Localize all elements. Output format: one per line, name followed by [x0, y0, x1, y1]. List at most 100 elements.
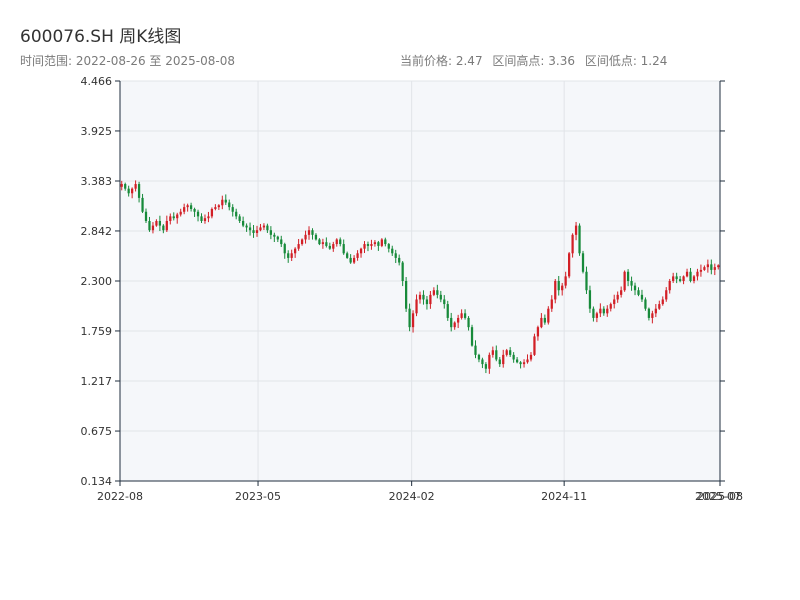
candle-body [717, 265, 720, 268]
y-tick-label: 3.925 [81, 125, 113, 138]
candle-body [276, 236, 279, 240]
date-range-label: 时间范围: 2022-08-26 至 2025-08-08 [20, 54, 235, 68]
candle-body [477, 354, 481, 360]
candle-body [557, 281, 560, 291]
candle-body [162, 225, 165, 231]
candle-body [349, 257, 352, 263]
candle-body [332, 244, 335, 249]
candle-body [370, 244, 373, 246]
candle-body [387, 244, 390, 249]
candle-body [453, 322, 456, 328]
candle-body [429, 294, 432, 305]
candle-body [592, 308, 595, 318]
candle-body [297, 244, 300, 249]
x-tick-label: 2024-11 [541, 490, 587, 503]
candle-body [186, 205, 189, 208]
current-price-label: 当前价格: 2.47 [400, 54, 483, 68]
candle-body [599, 308, 602, 314]
candle-body [328, 245, 331, 249]
candle-body [304, 234, 307, 240]
candle-body [609, 304, 612, 309]
y-ticks: 4.466 3.925 3.383 2.842 2.300 1.759 1.217 0.675… [81, 75, 725, 488]
x-tick-label-overlap: 2025-07 [695, 490, 741, 503]
candle-body [578, 225, 581, 254]
x-tick-label: 2023-05 [235, 490, 281, 503]
candle-body [595, 313, 599, 318]
candle-body [547, 308, 550, 323]
candle-body [633, 285, 637, 291]
candle-body [519, 362, 522, 365]
candle-body [311, 230, 314, 235]
candle-body [193, 208, 196, 212]
x-ticks: 2022-08 2023-05 2024-02 2024-11 2025-082025-… [97, 481, 743, 503]
candle-body [422, 294, 425, 300]
candle-body [498, 359, 501, 365]
candle-body [616, 294, 619, 300]
candle-body [588, 290, 592, 309]
candle-body [259, 227, 262, 231]
candle-body [436, 290, 439, 295]
candle-body [568, 253, 571, 277]
candle-body [290, 253, 293, 258]
page-title: 600076.SH 周K线图 [20, 27, 182, 47]
candle-body [689, 271, 692, 281]
candle-body [446, 304, 449, 318]
candle-body [141, 197, 144, 212]
candle-body [287, 253, 290, 258]
candle-body [571, 234, 574, 254]
candle-body [515, 359, 519, 363]
candle-body [359, 248, 363, 254]
candle-body [335, 239, 338, 245]
y-tick-label: 2.842 [81, 225, 113, 238]
candle-body [536, 327, 540, 337]
candle-body [252, 230, 255, 233]
candle-body [401, 262, 404, 281]
candle-body [623, 271, 626, 291]
candles [120, 180, 720, 374]
candle-body [415, 299, 418, 314]
candle-body [266, 225, 269, 231]
candle-body [148, 220, 151, 231]
candle-body [692, 276, 696, 281]
candle-body [457, 317, 460, 323]
candle-body [668, 281, 671, 291]
candle-body [613, 299, 616, 305]
candle-body [280, 239, 283, 245]
candle-body [706, 264, 709, 268]
y-tick-label: 3.383 [81, 175, 113, 188]
candle-body [214, 207, 217, 209]
candle-body [363, 244, 366, 249]
candle-body [647, 308, 651, 318]
candle-body [672, 276, 675, 281]
candle-body [217, 205, 220, 208]
candle-body [543, 317, 546, 323]
price-stats: 当前价格: 2.47 区间高点: 3.36 区间低点: 1.24 [400, 52, 673, 69]
candle-body [366, 244, 370, 246]
candle-body [228, 202, 231, 208]
candle-body [675, 276, 678, 280]
candle-body [124, 184, 127, 189]
candle-body [307, 230, 311, 235]
x-tick-label: 2025-08 [697, 490, 743, 503]
candle-body [245, 225, 248, 228]
candle-body [703, 267, 706, 270]
candle-body [474, 345, 477, 355]
candle-body [606, 308, 609, 314]
candle-body [377, 242, 380, 246]
candle-body [630, 281, 633, 286]
candle-body [470, 327, 474, 346]
candle-body [155, 220, 158, 226]
candle-body [235, 211, 238, 217]
candle-body [637, 290, 640, 295]
candle-body [380, 239, 383, 246]
candle-body [425, 299, 429, 305]
candle-body [394, 253, 397, 258]
candle-body [585, 271, 588, 291]
candle-body [512, 354, 515, 360]
candle-body [224, 199, 227, 203]
candle-body [526, 359, 529, 363]
candle-body [172, 216, 175, 219]
candle-body [221, 199, 224, 206]
candle-body [491, 350, 494, 355]
candle-body [620, 290, 623, 295]
